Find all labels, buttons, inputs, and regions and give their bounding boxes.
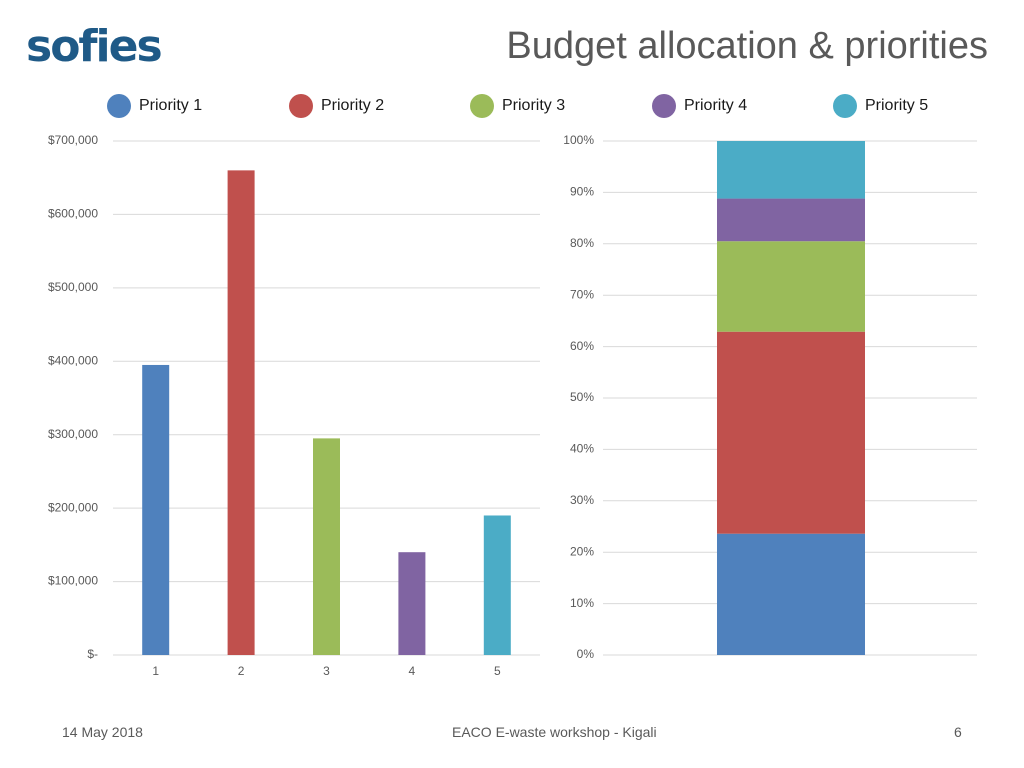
stacked-segment-priority-1 xyxy=(717,533,865,655)
x-tick-label: 1 xyxy=(152,664,159,678)
legend-item-priority-1: Priority 1 xyxy=(107,90,202,122)
y-tick-label-left: $400,000 xyxy=(48,353,98,367)
legend-item-priority-3: Priority 3 xyxy=(470,90,565,122)
x-tick-label: 2 xyxy=(238,664,245,678)
y-tick-label-right: 30% xyxy=(570,493,594,507)
y-tick-label-right: 20% xyxy=(570,544,594,558)
legend-label: Priority 2 xyxy=(321,97,385,114)
footer-event: EACO E-waste workshop - Kigali xyxy=(452,724,657,740)
y-tick-label-right: 100% xyxy=(563,133,594,147)
bar-priority-1 xyxy=(142,364,170,655)
x-tick-label: 4 xyxy=(409,664,416,678)
bar-priority-2 xyxy=(227,170,255,655)
y-tick-label-right: 0% xyxy=(577,647,595,661)
y-tick-label-left: $- xyxy=(87,647,98,661)
legend-swatch xyxy=(833,94,857,118)
y-tick-label-right: 10% xyxy=(570,596,594,610)
y-tick-label-left: $600,000 xyxy=(48,207,98,221)
page-title: Budget allocation & priorities xyxy=(506,25,988,67)
y-tick-label-left: $700,000 xyxy=(48,133,98,147)
legend-item-priority-2: Priority 2 xyxy=(289,90,384,122)
y-tick-label-left: $100,000 xyxy=(48,574,98,588)
legend-item-priority-5: Priority 5 xyxy=(833,90,928,122)
stacked-segment-priority-2 xyxy=(717,331,865,534)
page-number: 6 xyxy=(954,724,962,740)
legend-swatch xyxy=(107,94,131,118)
y-tick-label-right: 80% xyxy=(570,236,594,250)
legend-label: Priority 5 xyxy=(865,97,929,114)
y-tick-label-right: 40% xyxy=(570,442,594,456)
footer-date: 14 May 2018 xyxy=(62,724,143,740)
y-tick-label-right: 60% xyxy=(570,339,594,353)
y-tick-label-right: 50% xyxy=(570,390,594,404)
legend-item-priority-4: Priority 4 xyxy=(652,90,747,122)
legend-swatch xyxy=(289,94,313,118)
legend-label: Priority 3 xyxy=(502,97,566,114)
bar-priority-5 xyxy=(483,515,511,655)
y-tick-label-left: $200,000 xyxy=(48,500,98,514)
stacked-segment-priority-3 xyxy=(717,241,865,332)
stacked-segment-priority-5 xyxy=(717,141,865,199)
y-tick-label-right: 70% xyxy=(570,287,594,301)
chart-legend: Priority 1 Priority 2 Priority 3 Priorit… xyxy=(0,90,1024,122)
legend-label: Priority 1 xyxy=(139,97,203,114)
legend-swatch xyxy=(470,94,494,118)
stacked-segment-priority-4 xyxy=(717,198,865,242)
bar-priority-4 xyxy=(398,552,426,655)
legend-label: Priority 4 xyxy=(684,97,748,114)
y-tick-label-left: $500,000 xyxy=(48,280,98,294)
sofies-logo: sofies xyxy=(26,21,163,72)
bar-priority-3 xyxy=(313,438,340,655)
x-tick-label: 3 xyxy=(323,664,330,678)
x-tick-label: 5 xyxy=(494,664,501,678)
y-tick-label-right: 90% xyxy=(570,185,594,199)
legend-swatch xyxy=(652,94,676,118)
y-tick-label-left: $300,000 xyxy=(48,427,98,441)
